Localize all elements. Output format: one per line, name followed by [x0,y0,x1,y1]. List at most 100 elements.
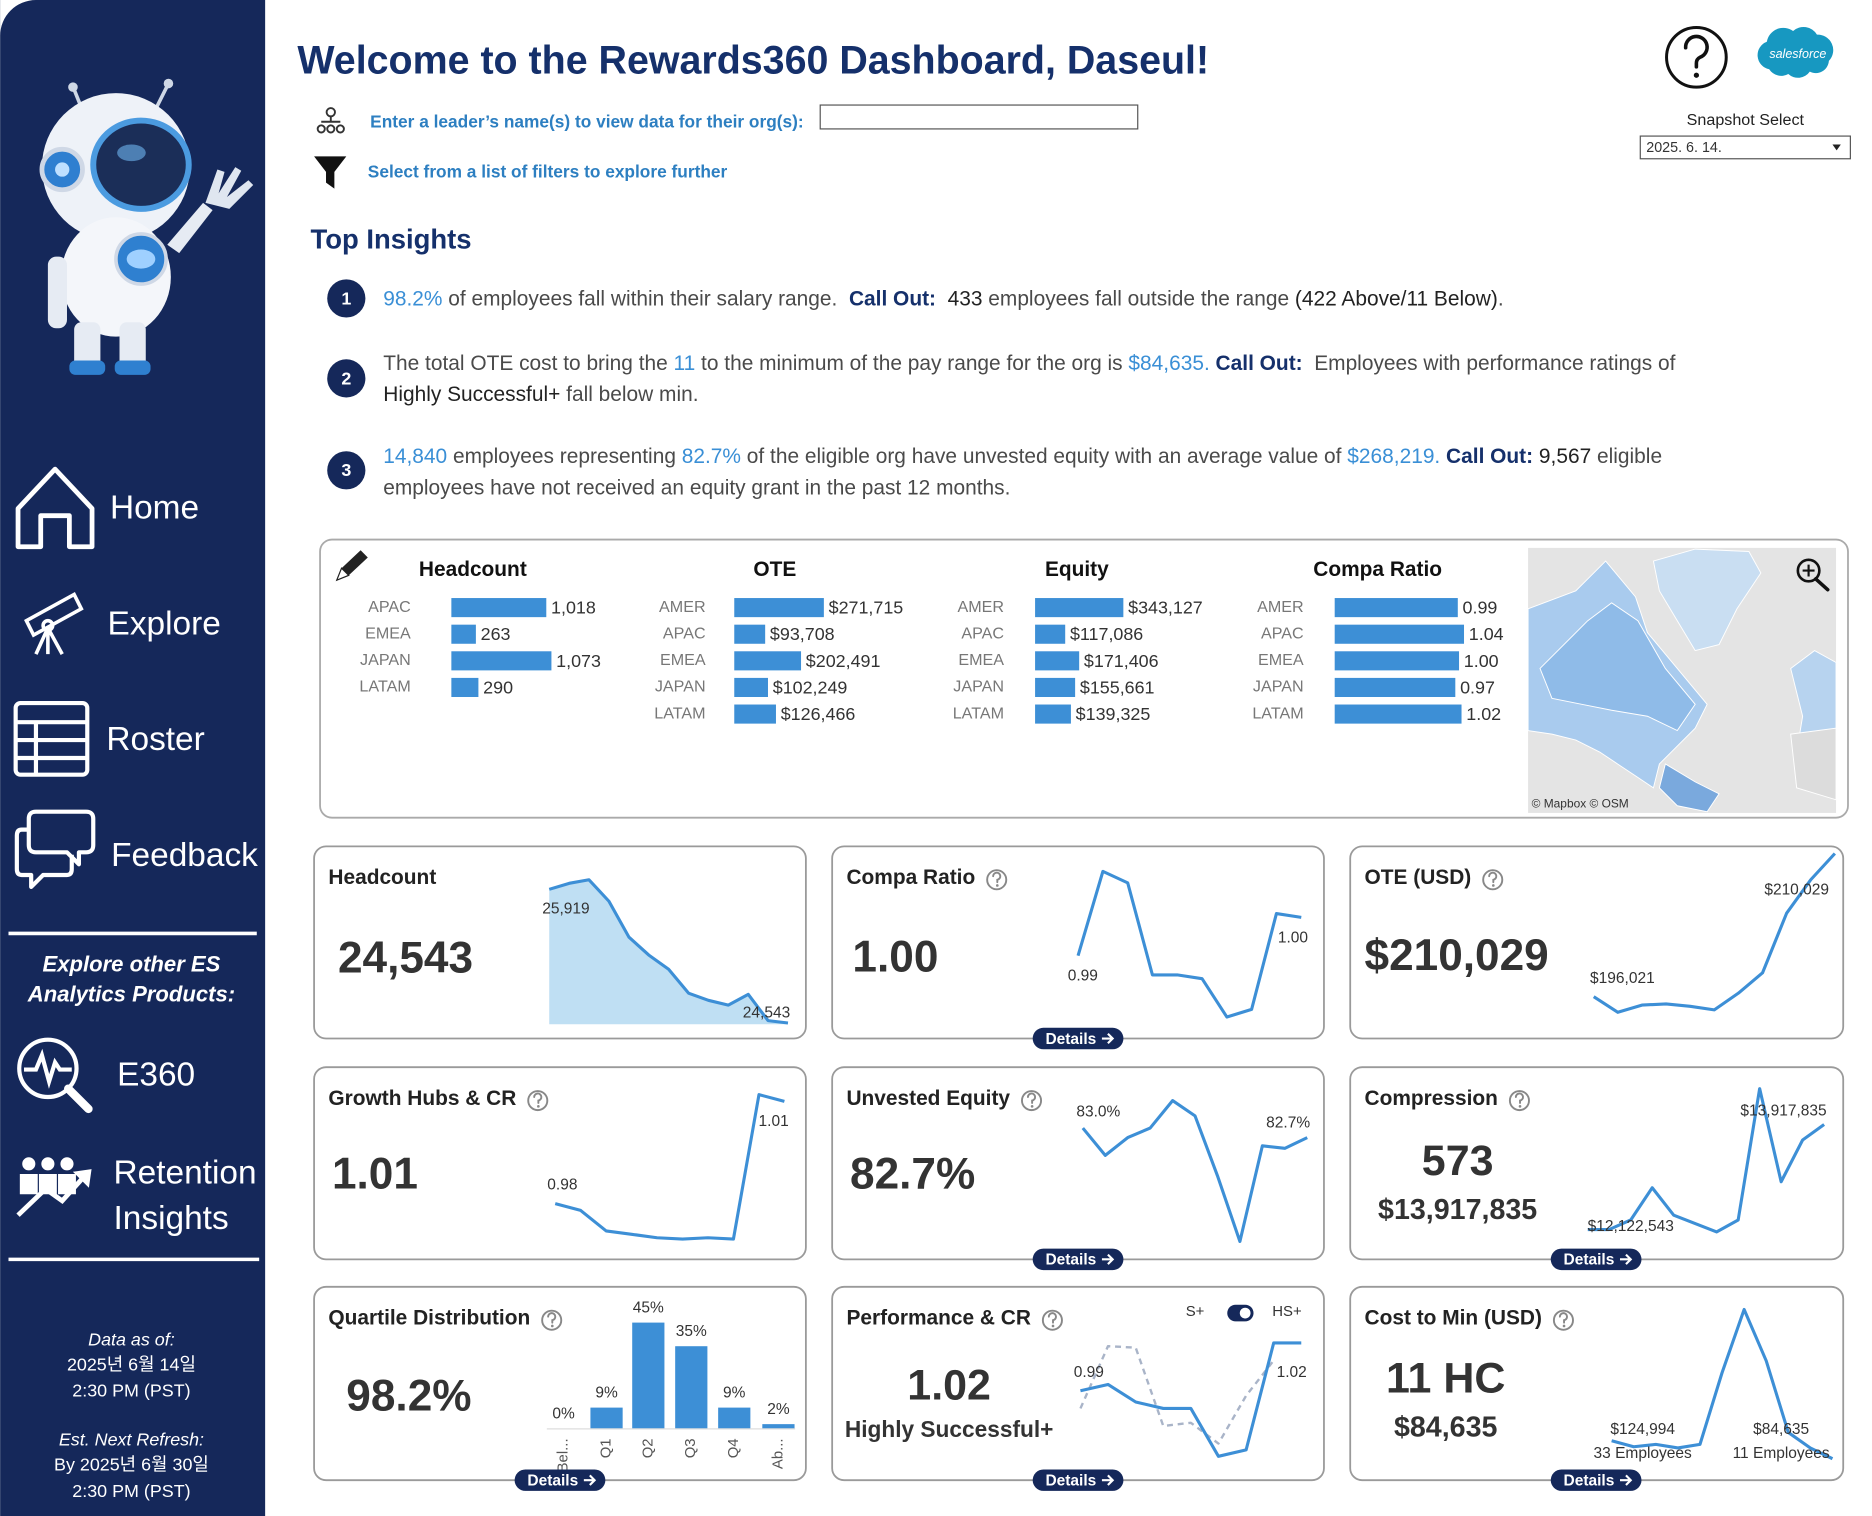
help-glyph [1047,1312,1057,1324]
card-title: Compression [1365,1087,1498,1110]
details-text[interactable]: Details [1045,1472,1096,1489]
card-title: Unvested Equity [846,1087,1010,1110]
help-glyph [992,871,1002,884]
help-icon[interactable] [541,1309,563,1331]
bar-value-label: 0% [552,1406,575,1423]
help-glyph [533,1092,543,1104]
summary-bar [1334,598,1458,618]
summary-map[interactable] [1527,547,1837,813]
nav-item[interactable]: Home [110,490,199,527]
map-zoom-icon[interactable] [1796,558,1830,592]
summary-value: $343,127 [1128,598,1203,618]
card-title: Growth Hubs & CR [328,1087,516,1110]
feedback-icon[interactable] [14,809,96,890]
nav-item[interactable]: Explore [108,605,221,642]
help-circle [1552,1309,1574,1331]
product-link[interactable]: Retention [114,1154,257,1191]
details-button[interactable]: Details [1032,1027,1124,1050]
edit-icon[interactable] [335,550,368,582]
help-glyph [547,1312,557,1324]
details-button[interactable]: Details [1032,1248,1124,1271]
salesforce-logo: salesforce [1757,26,1834,78]
page-title: Welcome to the Rewards360 Dashboard, Das… [297,39,1209,83]
roster-icon[interactable] [13,701,90,777]
help-icon[interactable] [527,1090,549,1112]
details-button[interactable]: Details [1550,1248,1642,1271]
refresh-date: 2:30 PM (PST) [72,1381,190,1401]
help-icon[interactable] [1552,1309,1574,1331]
details-text[interactable]: Details [527,1472,578,1489]
help-circle [1482,869,1504,891]
help-glyph [1488,871,1498,884]
bar-category: Q1 [597,1438,614,1458]
summary-value: $171,406 [1084,651,1159,671]
help-dot [550,1324,554,1328]
summary-category: AMER [957,598,1004,616]
details-button[interactable]: Details [1550,1469,1642,1491]
help-icon[interactable] [1508,1090,1530,1112]
summary-bar [451,624,476,644]
help-glyph [1558,1312,1568,1324]
snapshot-value[interactable]: 2025. 6. 14. [1646,140,1722,156]
snapshot-dropdown[interactable]: 2025. 6. 14. [1639,135,1851,160]
filter-icon[interactable] [314,156,347,189]
help-circle [1508,1090,1530,1112]
help-dot [1051,1324,1055,1328]
insight-number: 2 [341,368,351,388]
bar-category: Q4 [725,1438,742,1458]
product-link[interactable]: Insights [114,1200,229,1237]
toggle-label: S+ [1186,1303,1205,1320]
summary-bar [734,651,802,671]
details-text[interactable]: Details [1564,1472,1615,1489]
home-icon[interactable] [15,466,95,550]
quartile-bar [590,1407,623,1429]
trend-label: $13,917,835 [1740,1102,1826,1119]
help-icon[interactable] [986,869,1008,891]
leader-input[interactable] [819,104,1139,130]
help-dot [537,1105,540,1108]
nav-item[interactable]: Roster [106,721,204,758]
summary-bar [1035,624,1066,644]
details-text[interactable]: Details [1045,1252,1096,1269]
details-text[interactable]: Details [1045,1031,1096,1048]
trend-label: 83.0% [1076,1104,1120,1121]
nav-item[interactable]: Feedback [111,837,258,874]
trend-label: 1.00 [1278,929,1309,946]
help-icon[interactable] [1041,1309,1063,1331]
explore-icon[interactable] [24,591,84,656]
summary-category: LATAM [654,704,705,722]
help-icon[interactable] [1021,1090,1043,1112]
help-icon[interactable] [1482,869,1504,891]
details-button[interactable]: Details [1032,1469,1124,1491]
trend-label: 25,919 [542,901,589,918]
details-text[interactable]: Details [1564,1252,1615,1269]
card-kpi: 11 HC [1386,1354,1505,1402]
details-button[interactable]: Details [514,1469,606,1491]
bar-category: Q2 [639,1438,656,1458]
retention-icon[interactable] [16,1157,92,1217]
summary-value: 1.02 [1466,704,1501,724]
card-kpi: 1.00 [852,932,938,981]
help-button[interactable] [1665,25,1728,89]
details-pill [514,1469,606,1491]
details-arrow [583,1474,597,1486]
details-pill [1032,1027,1124,1050]
summary-bar [1035,704,1071,724]
summary-bar [1334,651,1460,671]
card-kpi: 98.2% [346,1372,471,1421]
summary-category: JAPAN [953,678,1004,696]
summary-value: $202,491 [806,651,881,671]
summary-value: 0.97 [1460,677,1495,697]
kpi-card [1349,845,1845,1040]
summary-value: 1.04 [1469,624,1504,644]
insights-title: Top Insights [311,223,472,254]
filter-prompt[interactable]: Select from a list of filters to explore… [368,162,728,182]
card-kpi: 1.01 [332,1150,418,1199]
trend-label: $12,122,543 [1588,1218,1674,1235]
summary-category: JAPAN [655,678,706,696]
bar-value-label: 35% [676,1323,707,1340]
e360-icon[interactable] [17,1037,93,1114]
series-toggle[interactable] [1227,1304,1254,1322]
product-link[interactable]: E360 [117,1057,195,1094]
